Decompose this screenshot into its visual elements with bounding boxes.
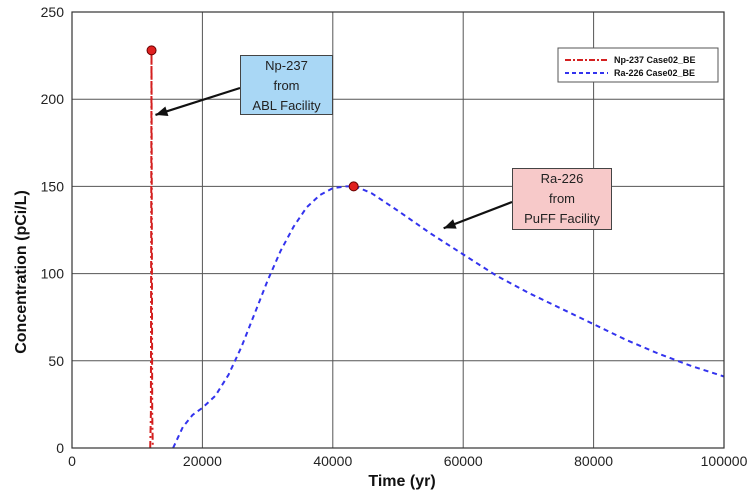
callout-ra226-line2: from: [549, 191, 575, 206]
callout-arrow-head: [443, 219, 457, 229]
x-tick-label: 40000: [313, 453, 352, 469]
x-tick-label: 80000: [574, 453, 613, 469]
x-axis-title: Time (yr): [368, 473, 435, 490]
tick-labels: 0 20000 40000 60000 80000 100000 0 50 100 150 200 2…: [41, 4, 748, 469]
x-tick-label: 60000: [444, 453, 483, 469]
legend: Np-237 Case02_BE Ra-226 Case02_BE: [557, 47, 719, 83]
y-tick-label: 100: [41, 266, 65, 282]
callout-np237: Np-237 from ABL Facility: [240, 55, 333, 115]
x-tick-label: 20000: [183, 453, 222, 469]
peak-marker-np237: [146, 45, 157, 56]
callout-arrow-line: [155, 86, 241, 116]
legend-box: [557, 47, 719, 83]
callout-arrows: [155, 86, 513, 230]
series-layer: [146, 45, 725, 449]
series-line-ra226: [172, 185, 725, 449]
callout-np237-line1: Np-237: [265, 58, 308, 73]
legend-label-ra226: Ra-226 Case02_BE: [614, 68, 695, 78]
y-tick-label: 250: [41, 4, 65, 20]
callout-np237-line2: from: [273, 78, 300, 93]
callout-arrow-line: [443, 200, 513, 230]
series-line-np237: [149, 49, 154, 449]
callout-ra226-line1: Ra-226: [540, 171, 584, 186]
callout-np237-line3: ABL Facility: [252, 98, 321, 113]
x-tick-label: 100000: [701, 453, 748, 469]
callout-ra226-line3: PuFF Facility: [524, 211, 600, 226]
peak-marker-ra226: [348, 181, 359, 192]
legend-label-np237: Np-237 Case02_BE: [614, 55, 696, 65]
plot-frame: [71, 11, 725, 449]
y-tick-label: 0: [56, 440, 64, 456]
y-tick-label: 200: [41, 91, 65, 107]
y-axis-title: Concentration (pCi/L): [13, 190, 30, 354]
y-tick-label: 50: [48, 353, 64, 369]
callout-ra226: Ra-226 from PuFF Facility: [512, 168, 612, 230]
y-tick-label: 150: [41, 178, 65, 194]
x-tick-label: 0: [68, 453, 76, 469]
callout-arrow-head: [155, 106, 169, 117]
